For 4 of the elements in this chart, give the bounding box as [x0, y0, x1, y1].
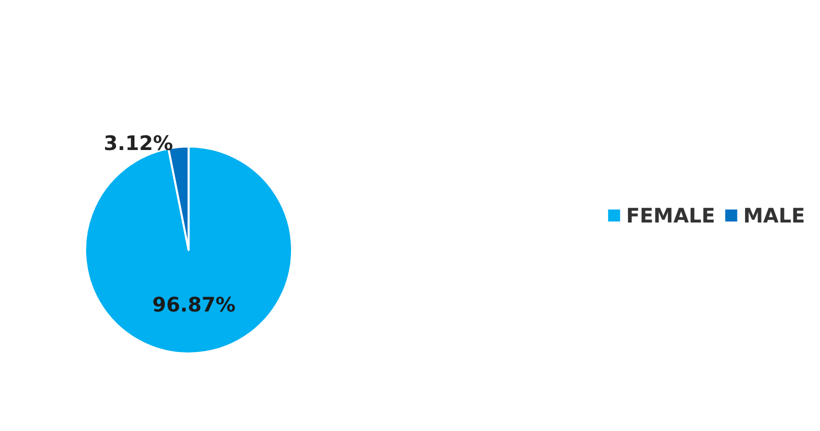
- legend-label: MALE: [743, 204, 806, 228]
- legend-label: FEMALE: [626, 204, 716, 228]
- data-label: 3.12%: [104, 131, 174, 156]
- data-label: 96.87%: [152, 292, 236, 316]
